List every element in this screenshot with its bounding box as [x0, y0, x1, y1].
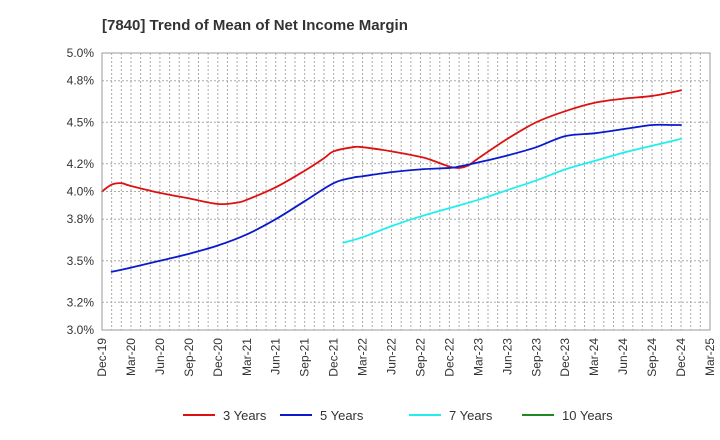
x-tick-label: Sep-21 [298, 338, 312, 377]
x-tick-label: Dec-23 [558, 338, 572, 377]
legend: 3 Years 5 Years 7 Years 10 Years [183, 408, 613, 423]
y-tick-label: 4.2% [67, 157, 95, 171]
x-tick-label: Dec-22 [442, 338, 456, 377]
x-tick-label: Mar-24 [587, 338, 601, 376]
y-tick-label: 4.8% [67, 74, 95, 88]
x-tick-label: Sep-23 [529, 338, 543, 377]
x-tick-label: Mar-21 [240, 338, 254, 376]
x-tick-label: Mar-23 [471, 338, 485, 376]
x-tick-label: Mar-22 [356, 338, 370, 376]
y-tick-label: 3.8% [67, 212, 95, 226]
grid-lines [101, 52, 711, 331]
legend-label-2: 5 Years [320, 408, 364, 423]
legend-label-3: 7 Years [449, 408, 493, 423]
y-tick-label: 3.2% [67, 295, 95, 309]
y-axis: 3.0% 3.2% 3.5% 3.8% 4.0% 4.2% 4.5% 4.8% 5.0% [67, 46, 95, 337]
x-tick-label: Jun-20 [153, 338, 167, 375]
plot-frame [101, 52, 711, 331]
y-tick-label: 4.5% [67, 115, 95, 129]
x-tick-label: Sep-22 [413, 338, 427, 377]
x-tick-label: Mar-25 [703, 338, 717, 376]
x-tick-label: Sep-20 [182, 338, 196, 377]
x-tick-label: Jun-21 [269, 338, 283, 375]
x-axis: Dec-19 Mar-20 Jun-20 Sep-20 Dec-20 Mar-21 Jun-… [95, 338, 717, 377]
series-line-3 [342, 137, 682, 244]
legend-label-4: 10 Years [562, 408, 613, 423]
x-tick-label: Jun-23 [500, 338, 514, 375]
x-tick-label: Jun-22 [385, 338, 399, 375]
x-tick-label: Dec-24 [674, 338, 688, 377]
series-line-2 [110, 123, 682, 273]
x-tick-label: Dec-19 [95, 338, 109, 377]
chart-title: [7840] Trend of Mean of Net Income Margi… [102, 17, 408, 34]
x-tick-label: Jun-24 [616, 338, 630, 375]
legend-label-1: 3 Years [223, 408, 267, 423]
y-tick-label: 5.0% [67, 46, 95, 60]
y-tick-label: 4.0% [67, 185, 95, 199]
y-tick-label: 3.5% [67, 254, 95, 268]
x-tick-label: Dec-21 [327, 338, 341, 377]
x-tick-label: Mar-20 [124, 338, 138, 376]
series-line-1 [101, 89, 682, 206]
series-lines [101, 89, 682, 273]
x-tick-label: Sep-24 [645, 338, 659, 377]
y-tick-label: 3.0% [67, 323, 95, 337]
x-tick-label: Dec-20 [211, 338, 225, 377]
